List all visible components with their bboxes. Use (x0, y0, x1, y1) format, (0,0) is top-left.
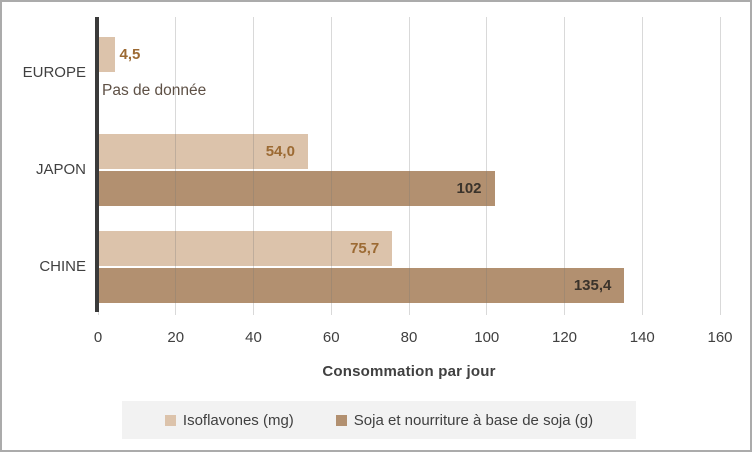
bar-soja-chine: 135,4 (98, 268, 625, 303)
x-tick-label: 120 (551, 329, 578, 346)
x-tick-label: 40 (245, 329, 262, 346)
gridline (486, 17, 488, 315)
gridline (564, 17, 565, 315)
no-data-label: Pas de donnée (102, 82, 207, 99)
gridline (408, 17, 410, 315)
bar-value-label: 4,5 (119, 46, 141, 63)
gridline (175, 17, 177, 315)
category-label-europe: EUROPE (22, 64, 86, 81)
bar-soja-japon: 102 (98, 171, 495, 206)
legend-swatch-soja (335, 414, 347, 426)
bar-isoflavones-europe: 4,5 (98, 37, 140, 72)
category-label-japon: JAPON (35, 161, 86, 178)
x-tick-label: 20 (167, 329, 185, 346)
x-tick-label: 0 (93, 329, 103, 346)
gridline (719, 17, 721, 315)
x-tick-label: 140 (629, 329, 655, 346)
x-axis-title: Consommation par jour (322, 363, 496, 380)
legend-item-soja: Soja et nourriture à base de soja (g) (335, 411, 594, 429)
y-axis-line (94, 17, 99, 312)
gridline (641, 17, 643, 315)
bar-value-label: 135,4 (573, 277, 612, 294)
plot-area: 4,5 54,0 75,7 Pas de donnée 102 135,4 (94, 17, 721, 315)
legend-label-isoflavones: Isoflavones (mg) (182, 411, 294, 429)
bar-value-label: 54,0 (265, 143, 295, 160)
x-tick-label: 160 (707, 329, 733, 346)
gridline (253, 17, 254, 315)
bar-isoflavones-chine: 75,7 (98, 231, 393, 266)
category-label-chine: CHINE (39, 258, 86, 275)
bar-isoflavones-japon: 54,0 (98, 134, 308, 169)
legend-swatch-isoflavones (164, 414, 176, 426)
legend-item-isoflavones: Isoflavones (mg) (164, 411, 294, 429)
x-tick-label: 100 (474, 329, 500, 346)
legend: Isoflavones (mg) Soja et nourriture à bas… (122, 401, 636, 439)
legend-label-soja: Soja et nourriture à base de soja (g) (353, 411, 594, 429)
gridline (330, 17, 332, 315)
bar-value-label: 75,7 (350, 240, 380, 257)
x-tick-label: 60 (322, 329, 340, 346)
x-tick-label: 80 (400, 329, 418, 346)
bar-value-label: 102 (456, 180, 482, 197)
